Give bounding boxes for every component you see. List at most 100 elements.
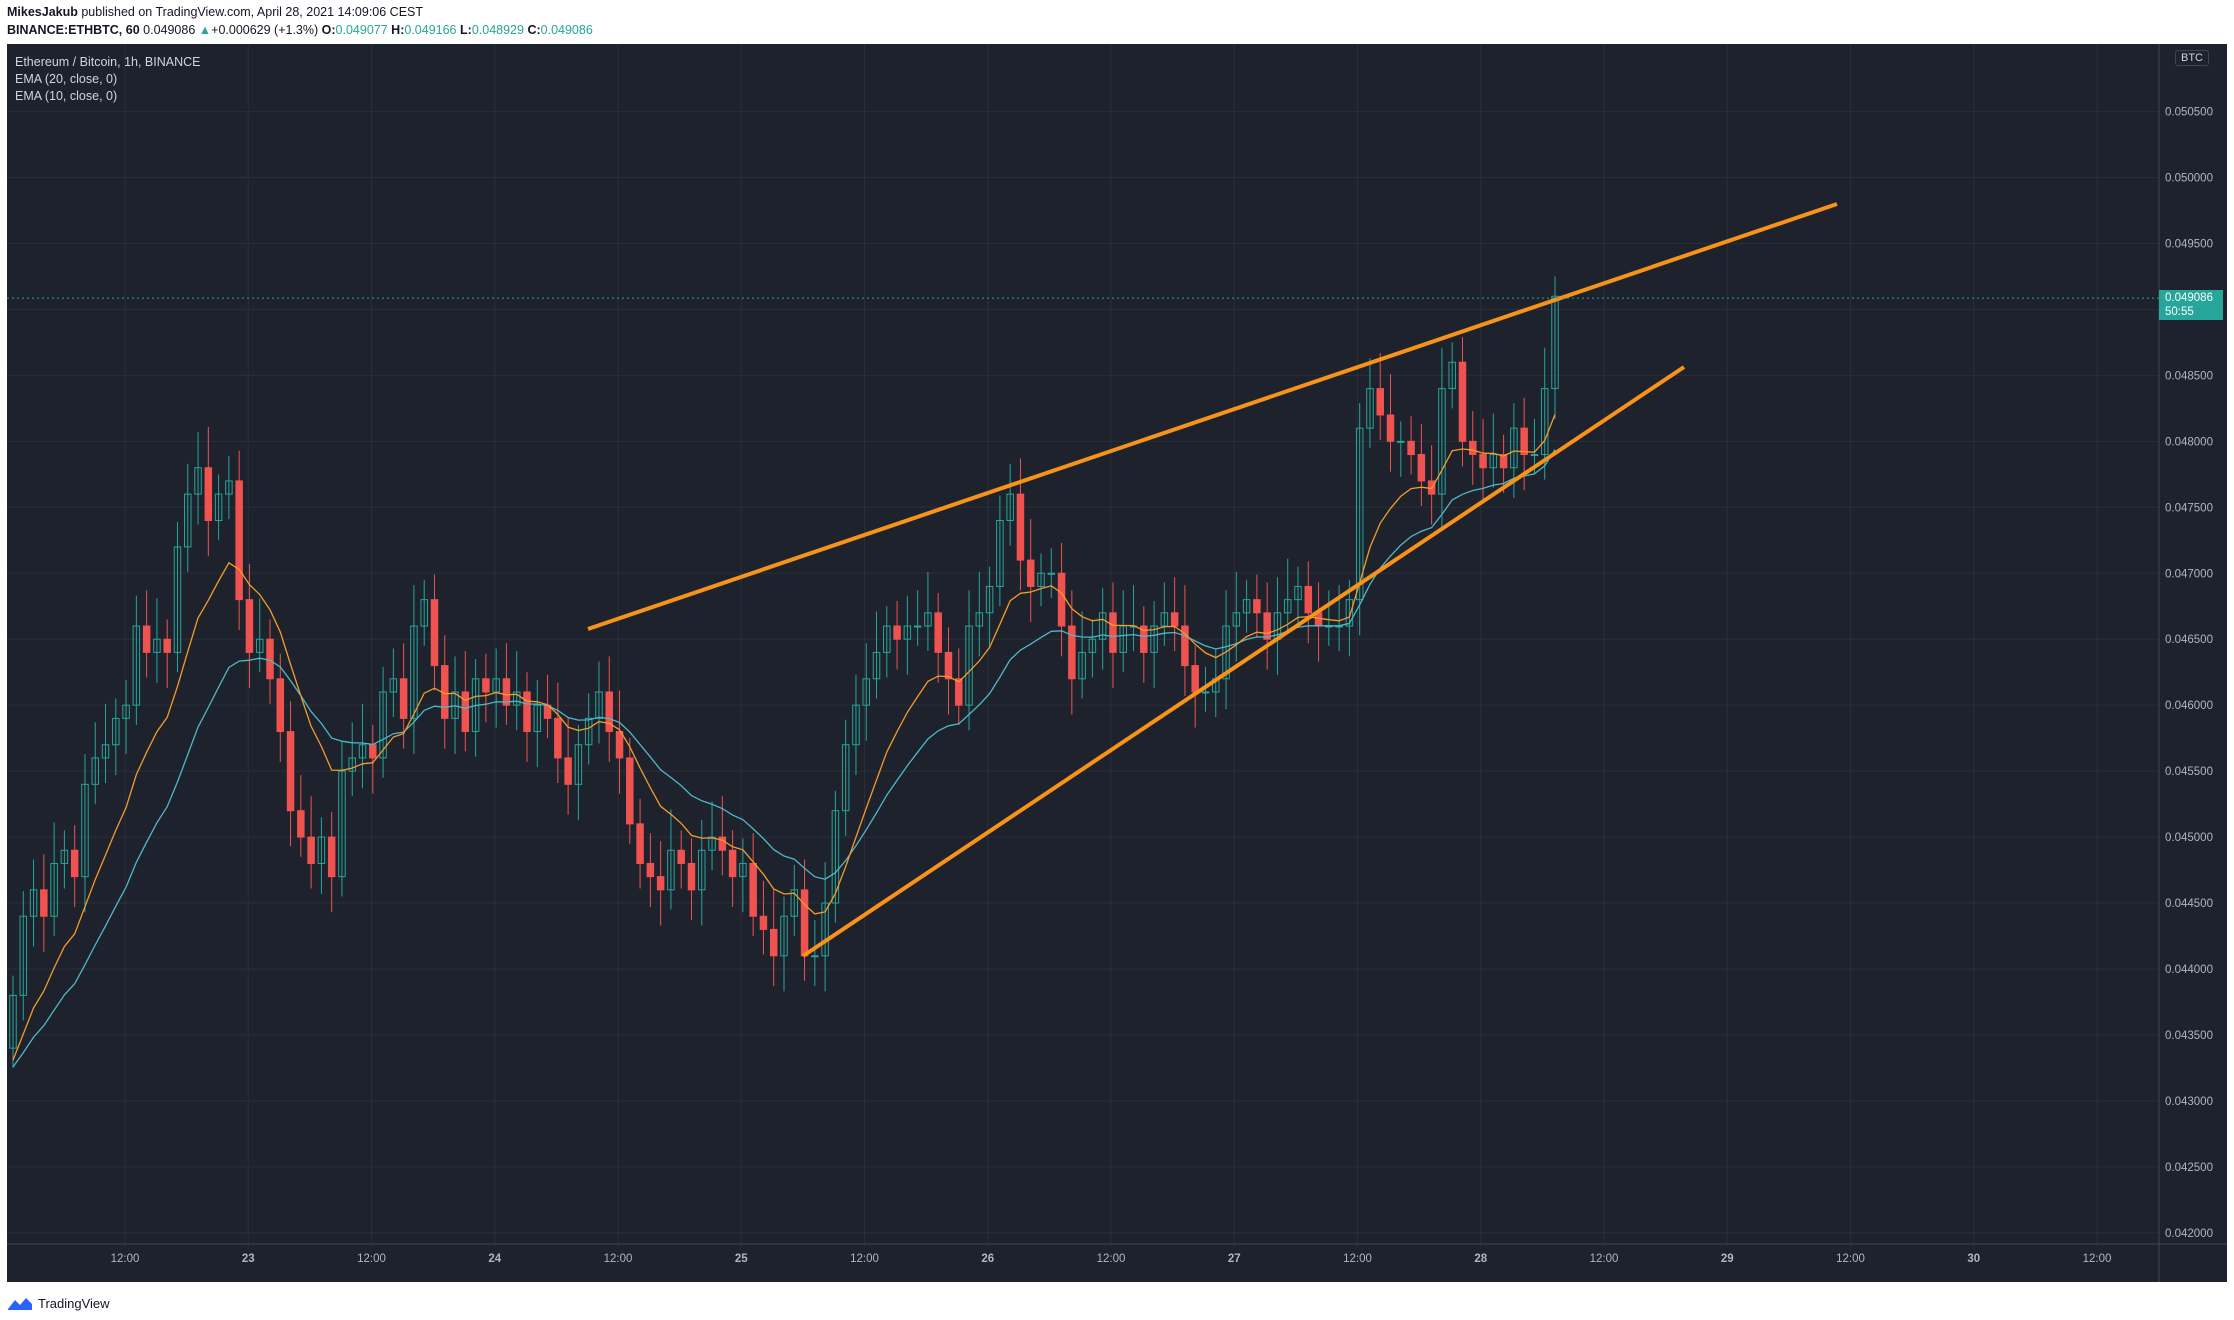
candle-body [718,836,727,851]
high-value: 0.049166 [404,23,457,37]
candle-body [1438,388,1446,495]
candle-body [646,862,655,878]
candle-body [1386,414,1395,442]
x-tick-label: 12:00 [1590,1253,1619,1265]
candle-body [1170,612,1179,627]
y-tick-label: 0.043000 [2165,1096,2213,1108]
candle-body [708,836,716,851]
price-change: +0.000629 (+1.3%) [211,23,319,37]
candle-body [1232,612,1241,627]
candle-body [1551,295,1559,390]
candle-body [101,744,110,759]
chart-canvas[interactable]: 0.0505000.0500000.0495000.0490000.048500… [7,44,2227,1282]
candle-body [677,849,685,864]
candle-body [913,625,922,628]
candle-body [615,731,624,759]
candle-body [667,849,675,891]
x-tick-label: 12:00 [850,1253,879,1265]
candle-body [29,889,38,917]
candle-body [564,757,572,785]
legend-ema10[interactable]: EMA (10, close, 0) [15,89,118,103]
candle-body [451,691,459,719]
candle-body [1417,454,1426,482]
published-text: published on TradingView.com, April 28, … [77,5,424,19]
candle-body [800,889,809,957]
candle-body [204,467,213,521]
candle-body [276,678,285,733]
candle-body [1458,361,1467,442]
candle-body [1366,388,1374,429]
candle-body [255,638,264,653]
candle-body [955,678,963,706]
candle-body [1242,599,1251,614]
candle-body [142,625,151,653]
y-tick-label: 0.045500 [2165,766,2213,778]
candle-body [245,599,254,653]
ohlc-line: BINANCE:ETHBTC, 60 0.049086 ▲+0.000629 (… [7,23,593,37]
low-value: 0.048929 [471,23,524,37]
candle-body [1222,625,1230,680]
candle-body [338,770,346,878]
candle-body [410,625,418,719]
x-tick-label: 12:00 [604,1253,633,1265]
candle-body [759,915,768,930]
candle-body [749,862,757,917]
candle-body [996,519,1004,587]
candle-body [1006,493,1014,521]
candle-body [1355,427,1364,601]
ema10-line [12,414,1556,1061]
candle-body [173,546,182,653]
candle-body [1057,572,1066,627]
candle-body [790,889,799,917]
candle-body [153,638,161,653]
candle-body [70,849,79,878]
x-tick-label: 25 [735,1253,748,1265]
y-tick-label: 0.049500 [2165,238,2213,250]
author-name[interactable]: MikesJakub [7,5,78,19]
candle-body [1499,454,1508,469]
x-tick-label: 12:00 [111,1253,140,1265]
candle-body [317,836,326,864]
x-tick-label: 26 [981,1253,994,1265]
candle-body [1376,388,1384,416]
candle-body [132,625,141,706]
candle-body [1530,454,1539,457]
legend-ema20[interactable]: EMA (20, close, 0) [15,72,118,86]
x-tick-label: 24 [488,1253,501,1265]
brand-text: TradingView [38,1295,110,1311]
badge-price: 0.049086 [2165,292,2213,305]
candle-body [780,915,788,957]
candle-body [883,625,891,653]
candle-body [1469,440,1477,456]
up-arrow-icon: ▲ [198,23,212,37]
candle-body [821,902,829,957]
candle-body [461,691,470,733]
candle-body [512,691,521,706]
legend-title[interactable]: Ethereum / Bitcoin, 1h, BINANCE [15,55,201,69]
candle-body [831,810,840,904]
x-tick-label: 12:00 [1097,1253,1126,1265]
candle-body [1150,625,1158,653]
y-tick-label: 0.044500 [2165,898,2213,910]
close-value: 0.049086 [540,23,593,37]
candle-body [985,585,994,614]
tradingview-brand[interactable]: TradingView [7,1295,110,1311]
x-tick-label: 12:00 [1343,1253,1372,1265]
candle-body [81,783,89,878]
candle-body [903,625,912,640]
x-tick-label: 12:00 [1836,1253,1865,1265]
candle-body [1294,585,1302,601]
currency-badge[interactable]: BTC [2175,50,2209,66]
candle-body [9,994,17,1049]
candle-body [605,691,613,733]
candle-body [286,731,295,812]
footer: TradingView [0,1284,2234,1320]
candle-body [1201,691,1210,694]
candle-body [1078,651,1086,680]
chart-pane[interactable]: 0.0505000.0500000.0495000.0490000.048500… [7,44,2227,1282]
x-tick-label: 29 [1721,1253,1734,1265]
badge-countdown: 50:55 [2165,306,2194,319]
candle-body [574,744,583,785]
candle-body [1479,454,1487,469]
candle-body [554,717,562,759]
